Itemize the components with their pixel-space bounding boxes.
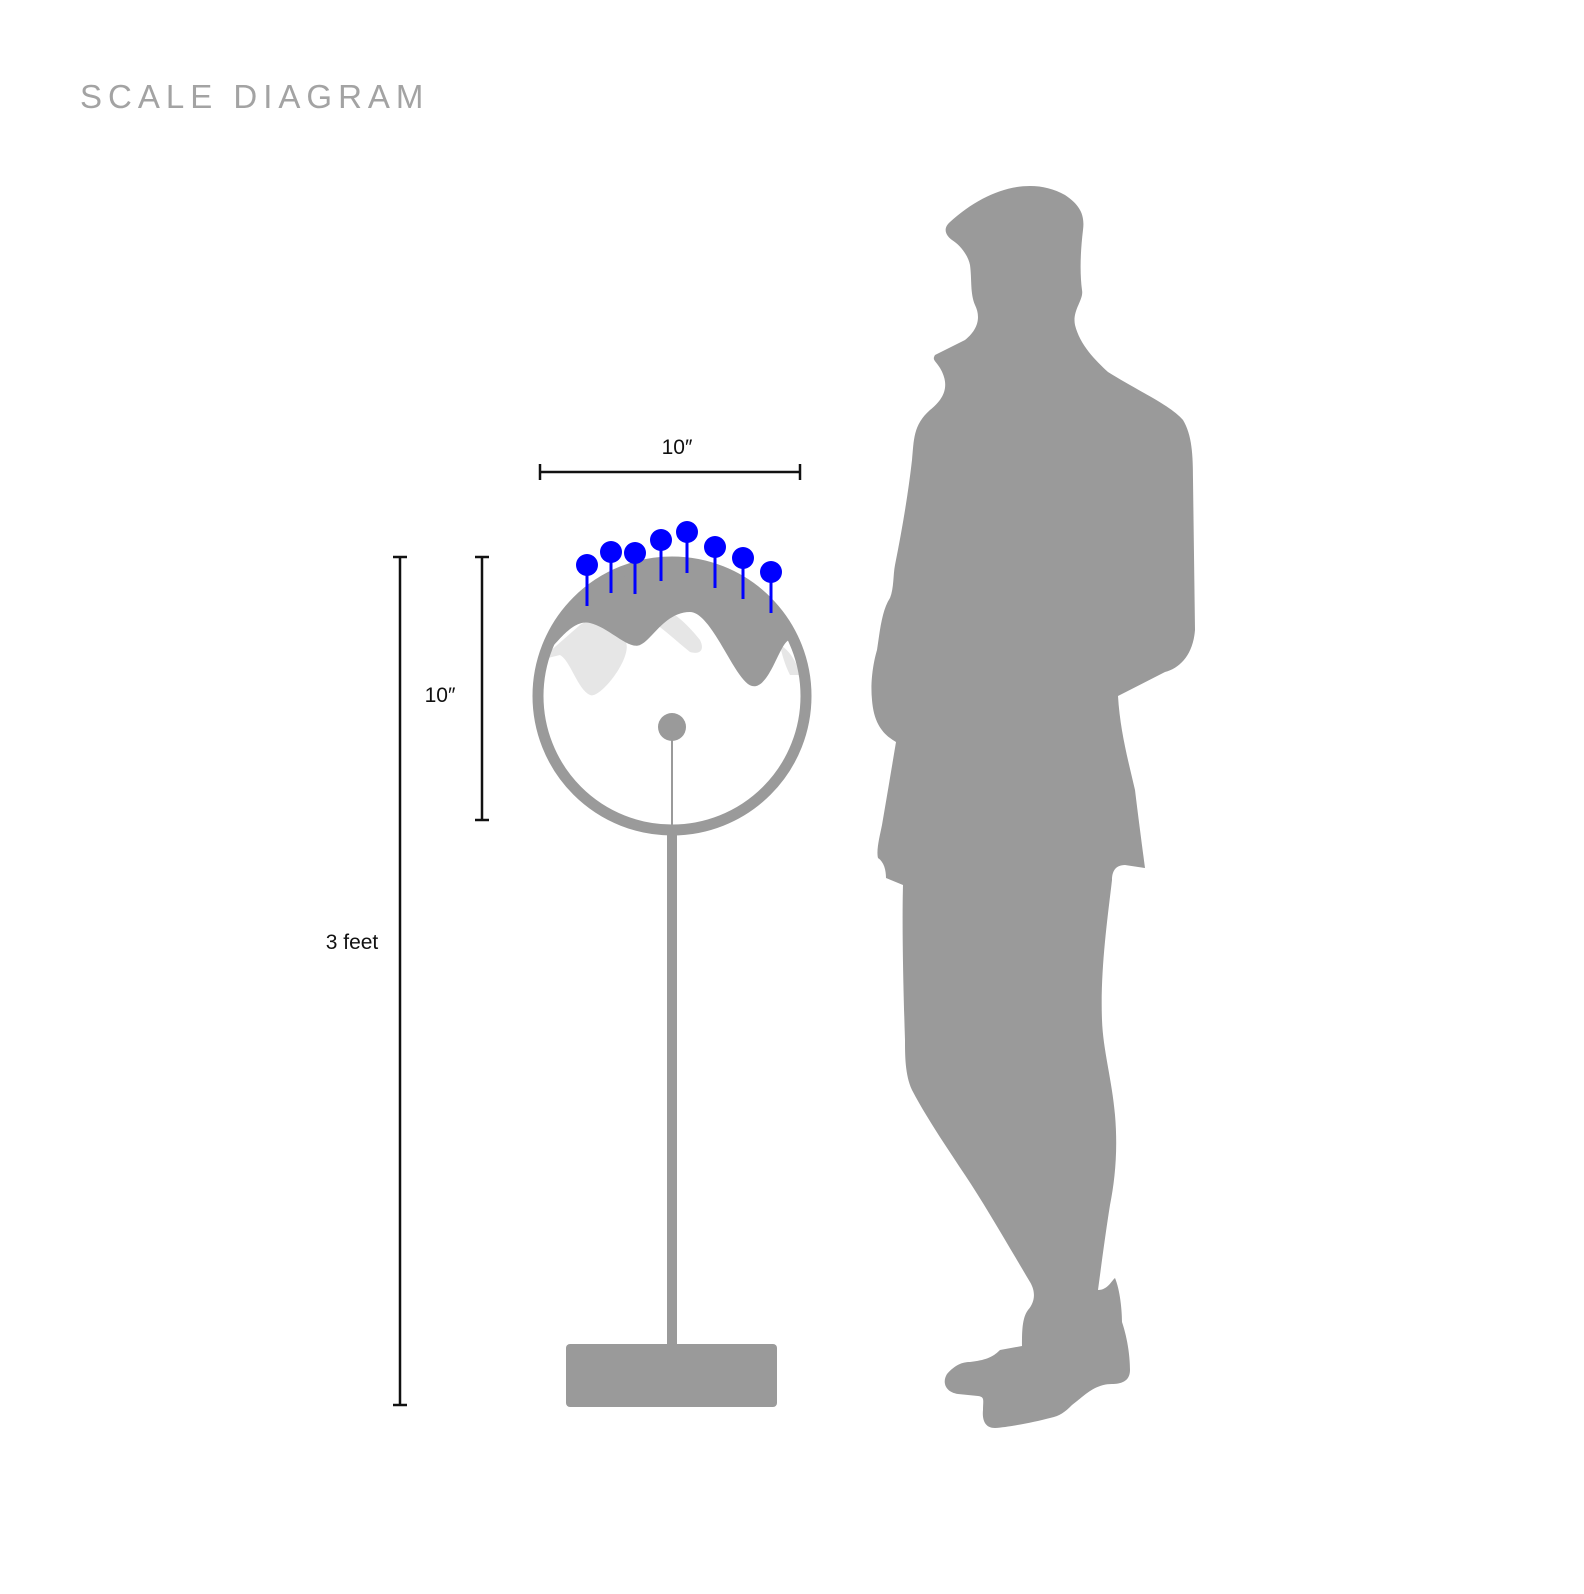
pin [624,542,646,594]
pin [676,521,698,573]
sculpture-pole [667,828,677,1348]
width-dimension [538,464,802,480]
width-dimension-label: 10″ [662,436,693,459]
pin [576,554,598,606]
head-height-dimension-label: 10″ [425,684,456,707]
sculpture-base [566,1344,777,1407]
pin [760,561,782,613]
pin [704,536,726,588]
pin [650,529,672,581]
head-height-dimension [475,555,489,822]
person-silhouette-icon [871,185,1195,1429]
page-title: SCALE DIAGRAM [80,78,430,115]
pins [576,521,782,613]
pin [732,547,754,599]
pin [600,541,622,593]
sculpture-icon [532,521,812,1407]
total-height-dimension [393,555,407,1407]
hanging-ball [658,713,686,741]
total-height-dimension-label: 3 feet [326,931,379,954]
